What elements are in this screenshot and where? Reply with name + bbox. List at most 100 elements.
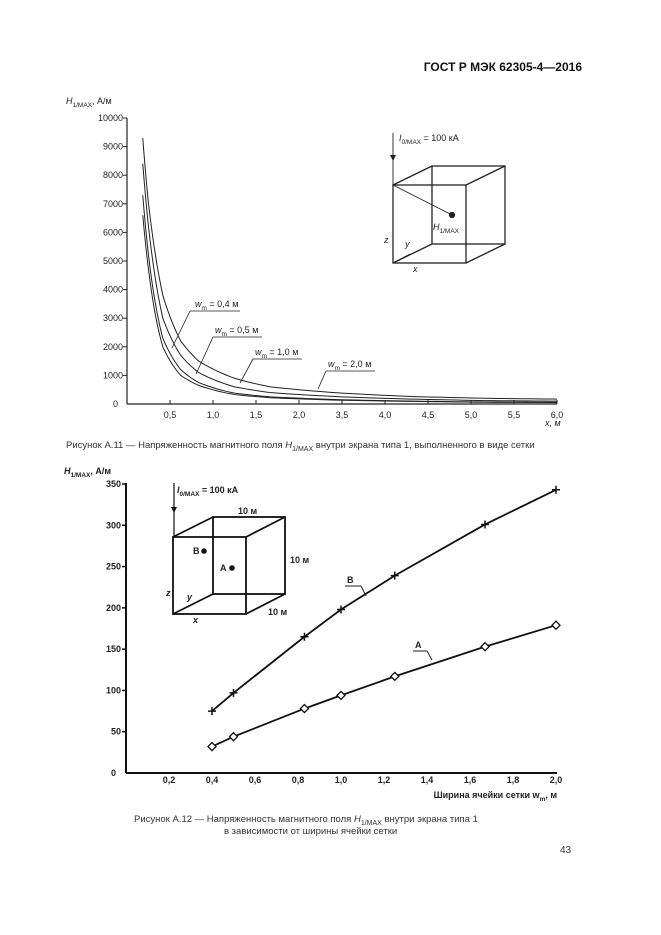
data-point-B xyxy=(552,485,560,494)
x-tick-label: 2,0 xyxy=(293,410,306,420)
data-point-A xyxy=(551,620,561,631)
chart-a11-xlabel: x, м xyxy=(544,418,561,428)
svg-text:A: A xyxy=(415,640,422,650)
data-point-B xyxy=(390,571,399,580)
chart-a11-ylabel: H1/MAX, А/м xyxy=(66,96,112,109)
data-point-A xyxy=(336,690,346,701)
series-label-wm-1.0: wm = 1,0 м xyxy=(239,347,302,384)
data-point-A xyxy=(228,731,239,742)
inset-current-label: I0/MAX = 100 кА xyxy=(399,133,459,146)
inset-axis-y: y xyxy=(404,239,410,249)
chart-a11-inset-diagram xyxy=(390,133,506,264)
chart-a12-ylabel: H1/MAX, А/м xyxy=(64,466,111,479)
data-point-A xyxy=(389,671,400,682)
x-tick-label: 1,6 xyxy=(464,775,477,785)
inset-axis-x: x xyxy=(192,615,199,625)
cube-front-face xyxy=(172,536,247,615)
standard-header: ГОСТ Р МЭК 62305-4—2016 xyxy=(423,60,582,74)
data-point-A xyxy=(207,741,217,752)
cube-back-face xyxy=(212,516,286,595)
y-tick-label: 7000 xyxy=(103,199,123,209)
x-tick-label: 0,8 xyxy=(292,775,305,785)
chart-a12-xlabel: Ширина ячейки сетки wm, м xyxy=(434,790,558,803)
inset-axis-x: x xyxy=(412,264,418,274)
y-tick-label: 0 xyxy=(111,768,116,778)
chart-a12-inset-diagram xyxy=(171,483,286,615)
inset-dim-right: 10 м xyxy=(290,555,310,565)
x-tick-label: 3,5 xyxy=(336,410,349,420)
y-tick-label: 300 xyxy=(106,520,121,530)
series-line-wm-1 xyxy=(142,195,558,403)
x-tick-label: 4,0 xyxy=(379,410,392,420)
series-line-wm-2 xyxy=(142,163,558,402)
svg-text:wm = 2,0 м: wm = 2,0 м xyxy=(328,359,371,372)
inset-axis-y: y xyxy=(186,592,193,602)
inset-current-label: I0/MAX = 100 кА xyxy=(177,485,239,498)
series-label-wm-0.5: wm = 0,5 м xyxy=(195,325,262,375)
y-tick-label: 10000 xyxy=(98,113,123,123)
data-point-A xyxy=(299,703,310,714)
svg-text:wm = 0,5 м: wm = 0,5 м xyxy=(215,325,258,338)
data-point-A xyxy=(480,641,490,652)
inset-dim-top: 10 м xyxy=(238,506,258,516)
x-tick-label: 1,5 xyxy=(250,410,263,420)
y-tick-label: 6000 xyxy=(103,227,123,237)
inset-point-b-label: B xyxy=(193,546,200,556)
arrowhead-icon xyxy=(171,507,177,513)
figure-a12-caption-line1: Рисунок А.12 — Напряженность магнитного … xyxy=(134,814,478,827)
x-tick-label: 5,0 xyxy=(465,410,478,420)
y-tick-label: 250 xyxy=(106,562,121,572)
point-a-marker xyxy=(229,565,235,571)
x-tick-label: 0,5 xyxy=(164,410,177,420)
y-tick-label: 150 xyxy=(106,644,121,654)
x-tick-label: 0,6 xyxy=(249,775,262,785)
data-point-B xyxy=(229,688,238,697)
arrowhead-icon xyxy=(390,155,396,161)
y-tick-label: 5000 xyxy=(103,256,123,266)
svg-text:wm = 1,0 м: wm = 1,0 м xyxy=(255,347,298,360)
cube-front-face xyxy=(392,184,467,264)
y-tick-label: 350 xyxy=(106,479,121,489)
data-point-B xyxy=(481,520,490,529)
x-tick-label: 1,0 xyxy=(335,775,348,785)
x-tick-label: 1,4 xyxy=(421,775,434,785)
y-tick-label: 1000 xyxy=(103,370,123,380)
figure-a11-caption: Рисунок А.11 — Напряженность магнитного … xyxy=(66,440,535,453)
y-tick-label: 0 xyxy=(113,399,118,409)
svg-text:wm = 0,4 м: wm = 0,4 м xyxy=(195,299,238,312)
inset-axis-z: z xyxy=(383,235,389,245)
page-number: 43 xyxy=(560,845,572,856)
x-tick-label: 0,2 xyxy=(163,775,176,785)
y-tick-label: 8000 xyxy=(103,170,123,180)
data-point-B xyxy=(208,707,216,716)
y-tick-label: 50 xyxy=(111,727,121,737)
measurement-point xyxy=(448,211,456,219)
x-tick-label: 2,0 xyxy=(550,775,563,785)
inset-axis-z: z xyxy=(165,588,171,598)
series-line-wm-3 xyxy=(142,137,558,400)
data-point-B xyxy=(337,605,345,614)
y-tick-label: 2000 xyxy=(103,342,123,352)
svg-text:B: B xyxy=(347,575,354,585)
y-tick-label: 3000 xyxy=(103,313,123,323)
series-label-wm-2.0: wm = 2,0 м xyxy=(317,359,375,390)
x-tick-label: 6,0 xyxy=(551,410,564,420)
inset-dim-bottom: 10 м xyxy=(268,607,288,617)
x-tick-label: 1,2 xyxy=(378,775,391,785)
series-label-a: A xyxy=(413,640,433,661)
y-tick-label: 200 xyxy=(106,603,121,613)
y-tick-label: 4000 xyxy=(103,285,123,295)
chart-a11: H1/MAX, А/м x, м 0 1000 2000 3000 4000 5000 60… xyxy=(66,96,563,428)
series-line-A xyxy=(211,624,557,748)
x-tick-label: 0,4 xyxy=(206,775,219,785)
point-b-marker xyxy=(201,548,207,554)
inset-point-a-label: A xyxy=(220,563,227,573)
series-label-wm-0.4: wm = 0,4 м xyxy=(171,299,240,349)
x-tick-label: 5,5 xyxy=(508,410,521,420)
inset-point-label: H1/MAX xyxy=(433,222,460,235)
x-tick-label: 1,0 xyxy=(207,410,220,420)
y-tick-label: 9000 xyxy=(103,142,123,152)
figure-a12-caption-line2: в зависимости от ширины ячейки сетки xyxy=(224,826,398,837)
